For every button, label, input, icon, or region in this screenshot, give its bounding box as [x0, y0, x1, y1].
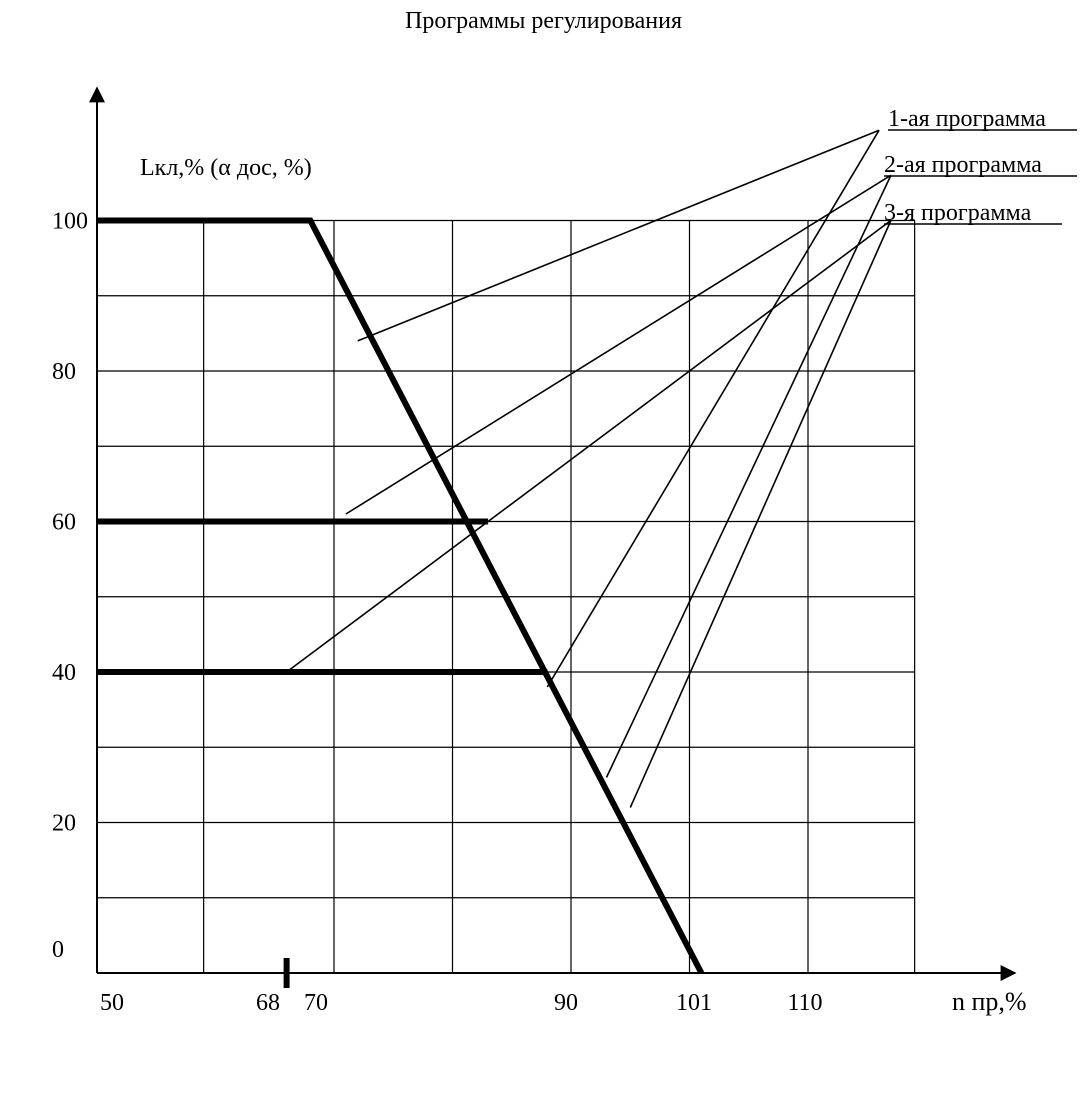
- series-line: [286, 219, 892, 673]
- series-line: [546, 129, 880, 688]
- y-tick-label: 60: [52, 510, 76, 536]
- y-tick-label: 20: [52, 811, 76, 837]
- y-tick-label: 40: [52, 660, 76, 686]
- y-tick-label: 80: [52, 359, 76, 385]
- y-axis-label: Lкл,% (α доc, %): [140, 155, 312, 181]
- x-tick-label: 101: [676, 990, 712, 1016]
- series-line: [629, 220, 892, 808]
- y-tick-label: 0: [52, 937, 64, 963]
- series-line: [97, 217, 705, 975]
- legend-label: 1-ая программа: [888, 106, 1046, 132]
- x-tick-label: 110: [787, 990, 822, 1016]
- x-tick-label: 68: [256, 990, 280, 1016]
- x-axis-label: n пр,%: [952, 987, 1027, 1016]
- chart-title: Программы регулирования: [405, 8, 682, 34]
- series-line: [357, 129, 880, 342]
- legend-label: 3-я программа: [884, 200, 1032, 226]
- series-line: [345, 174, 892, 515]
- x-tick-label: 90: [554, 990, 578, 1016]
- x-tick-label: 50: [100, 990, 124, 1016]
- series-line: [605, 174, 892, 778]
- legend-label: 2-ая программа: [884, 152, 1042, 178]
- x-tick-label: 70: [304, 990, 328, 1016]
- y-tick-label: 100: [52, 209, 88, 235]
